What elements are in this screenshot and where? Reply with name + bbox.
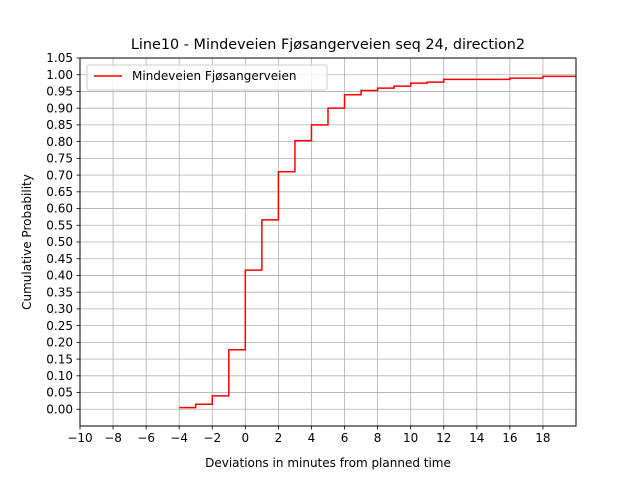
- x-tick-label: 4: [308, 431, 316, 445]
- x-tick-label: −2: [203, 431, 221, 445]
- series-layer: [179, 75, 576, 409]
- y-tick-label: 0.60: [46, 202, 73, 216]
- x-tick-label: −6: [137, 431, 155, 445]
- x-tick-label: 18: [535, 431, 550, 445]
- y-tick-label: 0.00: [46, 402, 73, 416]
- x-tick-label: 16: [502, 431, 517, 445]
- y-tick-label: 0.65: [46, 185, 73, 199]
- y-tick-label: 0.40: [46, 269, 73, 283]
- x-axis-label: Deviations in minutes from planned time: [205, 456, 451, 470]
- y-tick-label: 0.85: [46, 118, 73, 132]
- legend: Mindeveien Fjøsangerveien: [86, 64, 328, 91]
- x-tick-label: 2: [275, 431, 283, 445]
- y-tick-label: 0.55: [46, 218, 73, 232]
- y-tick-label: 0.10: [46, 369, 73, 383]
- y-tick-label: 0.35: [46, 285, 73, 299]
- y-tick-label: 0.70: [46, 168, 73, 182]
- y-tick-label: 0.75: [46, 152, 73, 166]
- y-tick-label: 0.90: [46, 101, 73, 115]
- y-tick-label: 0.30: [46, 302, 73, 316]
- y-tick-label: 0.45: [46, 252, 73, 266]
- y-axis-label: Cumulative Probability: [20, 174, 34, 310]
- y-tick-label: 0.25: [46, 319, 73, 333]
- series-line: [179, 75, 576, 409]
- x-axis: −10 −8 −6 −4 −2 0 2 4 6 8 10 12 14 16 18: [67, 426, 551, 445]
- chart-title: Line10 - Mindeveien Fjøsangerveien seq 2…: [131, 37, 525, 53]
- y-axis: 0.00 0.05 0.10 0.15 0.20 0.25 0.30 0.35 0.40 0.45…: [46, 51, 80, 416]
- y-tick-label: 0.15: [46, 352, 73, 366]
- y-tick-label: 0.20: [46, 336, 73, 350]
- x-tick-label: −4: [170, 431, 188, 445]
- y-tick-label: 1.00: [46, 68, 73, 82]
- x-tick-label: 14: [469, 431, 484, 445]
- legend-box: [86, 64, 328, 91]
- x-tick-label: −10: [67, 431, 92, 445]
- y-tick-label: 0.05: [46, 386, 73, 400]
- y-tick-label: 0.80: [46, 135, 73, 149]
- y-tick-label: 0.50: [46, 235, 73, 249]
- x-tick-label: −8: [104, 431, 122, 445]
- x-tick-label: 8: [374, 431, 382, 445]
- y-tick-label: 1.05: [46, 51, 73, 65]
- legend-label: Mindeveien Fjøsangerveien: [132, 69, 296, 83]
- x-tick-label: 0: [242, 431, 250, 445]
- grid: [79, 57, 576, 426]
- x-tick-label: 12: [436, 431, 451, 445]
- x-tick-label: 10: [403, 431, 418, 445]
- x-tick-label: 6: [341, 431, 349, 445]
- y-tick-label: 0.95: [46, 85, 73, 99]
